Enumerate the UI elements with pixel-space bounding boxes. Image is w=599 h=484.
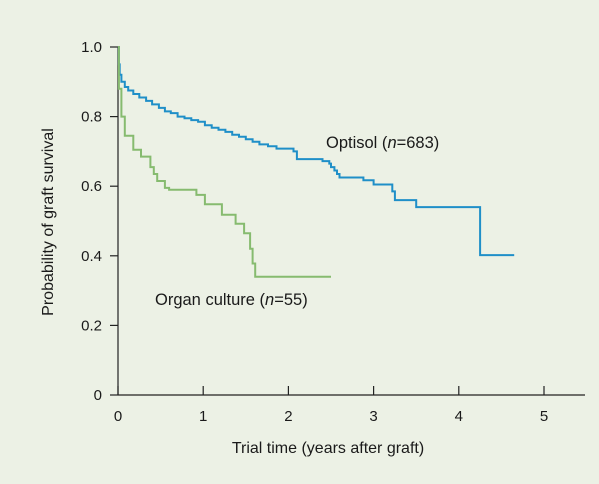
series-label-organ-culture: Organ culture (n=55) — [155, 291, 308, 309]
y-axis-title: Probability of graft survival — [40, 128, 57, 316]
series-line-organ-culture — [117, 46, 331, 278]
x-axis-title: Trial time (years after graft) — [232, 440, 424, 457]
y-tick-label: 0.2 — [81, 317, 102, 334]
x-tick-label: 0 — [114, 408, 122, 425]
y-tick-label: 0.8 — [81, 109, 102, 126]
axes — [117, 47, 585, 396]
x-tick-label: 2 — [284, 408, 292, 425]
y-tick-label: 0.6 — [81, 178, 102, 195]
series-label-prefix: Organ culture ( — [155, 291, 266, 309]
y-tick-label: 1.0 — [81, 39, 102, 56]
series-label-suffix: =683) — [397, 134, 440, 152]
ticks: 0 0.2 0.4 0.6 0.8 1.0 0 1 2 3 4 5 — [81, 39, 548, 425]
x-tick-label: 4 — [455, 408, 463, 425]
series-label-prefix: Optisol ( — [326, 134, 388, 152]
series — [117, 46, 515, 278]
y-tick-label: 0 — [94, 387, 102, 404]
series-label-n: n — [265, 291, 274, 309]
series-line-optisol — [117, 46, 515, 257]
x-tick-label: 3 — [369, 408, 377, 425]
x-tick-label: 5 — [540, 408, 548, 425]
y-tick-label: 0.4 — [81, 248, 102, 265]
series-label-n: n — [387, 134, 396, 152]
series-label-optisol: Optisol (n=683) — [326, 134, 439, 152]
series-label-suffix: =55) — [274, 291, 307, 309]
series-labels: Optisol (n=683)Organ culture (n=55) — [155, 134, 439, 309]
x-tick-label: 1 — [199, 408, 207, 425]
